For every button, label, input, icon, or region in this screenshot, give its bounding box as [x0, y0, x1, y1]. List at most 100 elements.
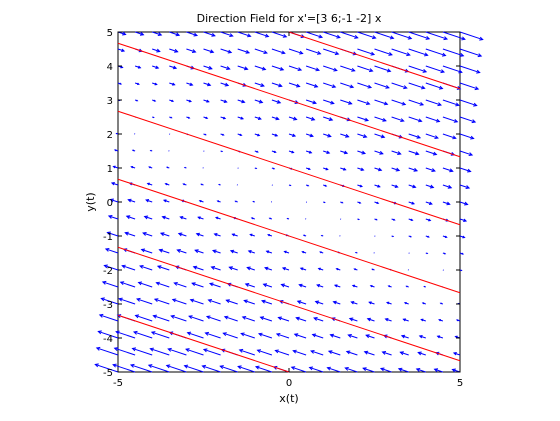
field-arrow — [150, 331, 170, 339]
field-arrow — [130, 165, 136, 169]
field-arrow — [459, 48, 483, 58]
field-arrow — [288, 116, 298, 121]
field-arrow — [323, 184, 328, 187]
field-arrow — [323, 31, 341, 39]
field-arrow — [357, 133, 368, 139]
field-arrow — [438, 318, 444, 322]
field-arrow — [271, 167, 276, 170]
field-arrow — [381, 350, 392, 356]
field-arrow — [313, 316, 324, 322]
field-arrow — [247, 250, 255, 254]
field-arrow — [271, 82, 283, 88]
field-arrow — [222, 332, 238, 339]
field-arrow — [147, 364, 170, 373]
field-arrow — [142, 231, 153, 237]
field-arrow — [391, 31, 413, 40]
field-arrow — [229, 249, 238, 254]
field-arrow — [117, 82, 123, 85]
field-arrow — [408, 201, 416, 205]
field-arrow — [220, 65, 231, 71]
field-arrow — [237, 365, 255, 373]
x-axis-label: x(t) — [279, 392, 298, 405]
field-arrow — [305, 31, 324, 39]
field-arrow — [118, 297, 136, 305]
field-arrow — [436, 335, 444, 339]
field-arrow — [425, 48, 447, 57]
field-arrow — [459, 82, 480, 91]
field-arrow — [302, 234, 307, 237]
field-arrow — [326, 366, 341, 373]
field-arrow — [159, 232, 170, 237]
y-tick-label: 0 — [107, 198, 113, 209]
field-arrow — [374, 218, 378, 221]
field-arrow — [202, 348, 221, 356]
y-tick-label: 5 — [107, 28, 113, 39]
field-arrow — [391, 218, 396, 221]
field-arrow — [254, 99, 264, 104]
field-arrow — [459, 184, 471, 190]
field-arrow — [425, 99, 442, 107]
field-arrow — [374, 133, 386, 139]
field-arrow — [220, 48, 233, 54]
field-arrow — [183, 364, 204, 373]
field-arrow — [155, 281, 170, 288]
field-arrow — [301, 250, 307, 254]
field-arrow — [425, 218, 432, 222]
field-arrow — [177, 232, 187, 237]
field-arrow — [189, 298, 204, 305]
field-arrow — [288, 65, 303, 72]
field-arrow — [98, 313, 119, 322]
field-arrow — [113, 149, 119, 152]
field-arrow — [357, 65, 374, 73]
field-arrow — [204, 331, 221, 339]
field-arrow — [165, 364, 187, 373]
field-arrow — [110, 182, 119, 186]
field-arrow — [203, 31, 216, 37]
field-arrow — [107, 214, 119, 220]
field-arrow — [200, 183, 204, 186]
field-arrow — [293, 333, 307, 339]
field-arrow — [408, 31, 431, 40]
field-arrow — [261, 299, 273, 305]
field-arrow — [425, 252, 429, 255]
field-arrow — [220, 150, 224, 153]
trajectory-line — [117, 178, 461, 294]
field-arrow — [459, 133, 475, 140]
field-arrow — [254, 116, 262, 120]
field-arrow — [442, 65, 463, 74]
field-arrow — [351, 284, 358, 288]
field-arrow — [103, 264, 119, 271]
field-arrow — [250, 217, 255, 220]
y-tick-label: 1 — [107, 164, 113, 175]
y-tick-label: 4 — [107, 62, 113, 73]
trajectory-line — [288, 31, 461, 90]
field-arrow — [433, 368, 444, 373]
field-arrow — [249, 233, 255, 237]
field-arrow — [459, 269, 463, 272]
field-arrow — [237, 48, 251, 54]
field-arrow — [386, 301, 392, 305]
field-arrow — [186, 331, 204, 339]
field-arrow — [323, 99, 335, 105]
field-arrow — [305, 99, 317, 105]
field-arrow — [121, 264, 136, 271]
plot-frame — [117, 31, 461, 373]
field-arrow — [140, 248, 153, 254]
field-arrow — [357, 116, 370, 122]
field-arrow — [117, 48, 126, 52]
field-arrow — [167, 347, 187, 356]
field-arrow — [97, 330, 119, 339]
field-arrow — [256, 349, 273, 356]
field-arrow — [134, 65, 142, 69]
field-arrow — [363, 350, 375, 356]
field-arrow — [323, 116, 334, 122]
field-arrow — [371, 268, 375, 271]
field-arrow — [425, 31, 449, 41]
field-arrow — [152, 48, 161, 53]
field-arrow — [374, 150, 384, 155]
field-arrow — [203, 99, 210, 103]
field-arrow — [391, 99, 407, 106]
field-arrow — [169, 65, 178, 70]
field-arrow — [136, 297, 153, 305]
field-arrow — [418, 335, 426, 339]
